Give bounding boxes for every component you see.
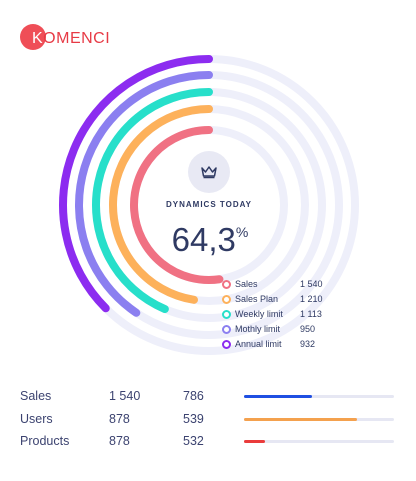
table-row[interactable]: Sales 1 540 786 bbox=[20, 387, 400, 410]
legend-value: 1 210 bbox=[300, 294, 323, 304]
progress-fill bbox=[244, 395, 312, 398]
legend-dot-icon bbox=[222, 310, 231, 319]
legend-dot-icon bbox=[222, 295, 231, 304]
stats-table: Sales 1 540 786 Users 878 539 Products 8… bbox=[20, 387, 400, 455]
ring-arc-sales-plan bbox=[109, 105, 213, 304]
table-row[interactable]: Users 878 539 bbox=[20, 410, 400, 433]
brand-logo[interactable]: KOMENCI bbox=[20, 22, 115, 52]
logo-rest-letters: OMENCI bbox=[43, 30, 111, 47]
ring-arc-sales bbox=[130, 126, 224, 284]
stat-value-1: 878 bbox=[109, 434, 130, 448]
center-value: 64,3% bbox=[140, 212, 280, 260]
legend-value: 1 113 bbox=[300, 309, 322, 319]
legend-value: 1 540 bbox=[300, 279, 323, 289]
legend-label: Sales Plan bbox=[235, 294, 279, 304]
logo-wordmark: KOMENCI bbox=[32, 29, 110, 49]
legend-item-sales[interactable]: Sales 1 540 bbox=[222, 277, 342, 292]
legend-item-sales-plan[interactable]: Sales Plan 1 210 bbox=[222, 292, 342, 307]
chart-legend: Sales 1 540 Sales Plan 1 210 Weekly limi… bbox=[222, 277, 342, 352]
logo-first-letter: K bbox=[32, 30, 44, 47]
legend-dot-icon bbox=[222, 325, 231, 334]
progress-fill bbox=[244, 417, 357, 421]
legend-label: Annual limit bbox=[235, 339, 282, 349]
stat-name: Users bbox=[20, 411, 53, 426]
legend-dot-icon bbox=[222, 280, 231, 289]
progress-track bbox=[244, 440, 394, 443]
legend-item-weekly-limit[interactable]: Weekly limit 1 113 bbox=[222, 307, 342, 322]
legend-label: Weekly limit bbox=[235, 309, 283, 319]
logo-circle-icon bbox=[20, 24, 46, 50]
ring-arc-weekly-limit bbox=[92, 88, 213, 314]
ring-arc-annual-limit bbox=[59, 55, 213, 313]
stat-value-2: 786 bbox=[183, 389, 204, 403]
crown-icon bbox=[201, 166, 217, 179]
stat-value-2: 532 bbox=[183, 434, 204, 448]
progress-track bbox=[244, 417, 394, 421]
center-value-number: 64,3 bbox=[171, 221, 236, 258]
stat-value-1: 878 bbox=[109, 411, 130, 426]
legend-value: 950 bbox=[300, 324, 316, 334]
legend-label: Mothly limit bbox=[235, 324, 281, 334]
progress-track bbox=[244, 395, 394, 398]
progress-fill bbox=[244, 440, 265, 443]
legend-value: 932 bbox=[300, 339, 316, 349]
center-value-unit: % bbox=[235, 224, 249, 240]
stat-value-2: 539 bbox=[183, 411, 204, 426]
stat-value-1: 1 540 bbox=[109, 389, 141, 403]
legend-item-monthly-limit[interactable]: Mothly limit 950 bbox=[222, 322, 342, 337]
center-label: DYNAMICS TODAY bbox=[165, 200, 252, 209]
chart-arcs bbox=[59, 55, 224, 317]
table-row[interactable]: Products 878 532 bbox=[20, 432, 400, 455]
stat-name: Sales bbox=[20, 389, 52, 403]
crown-badge bbox=[188, 151, 230, 193]
stat-name: Products bbox=[20, 434, 70, 448]
legend-label: Sales bbox=[235, 279, 258, 289]
legend-dot-icon bbox=[222, 340, 231, 349]
ring-arc-mothly-limit bbox=[75, 71, 213, 317]
legend-item-annual-limit[interactable]: Annual limit 932 bbox=[222, 337, 342, 352]
